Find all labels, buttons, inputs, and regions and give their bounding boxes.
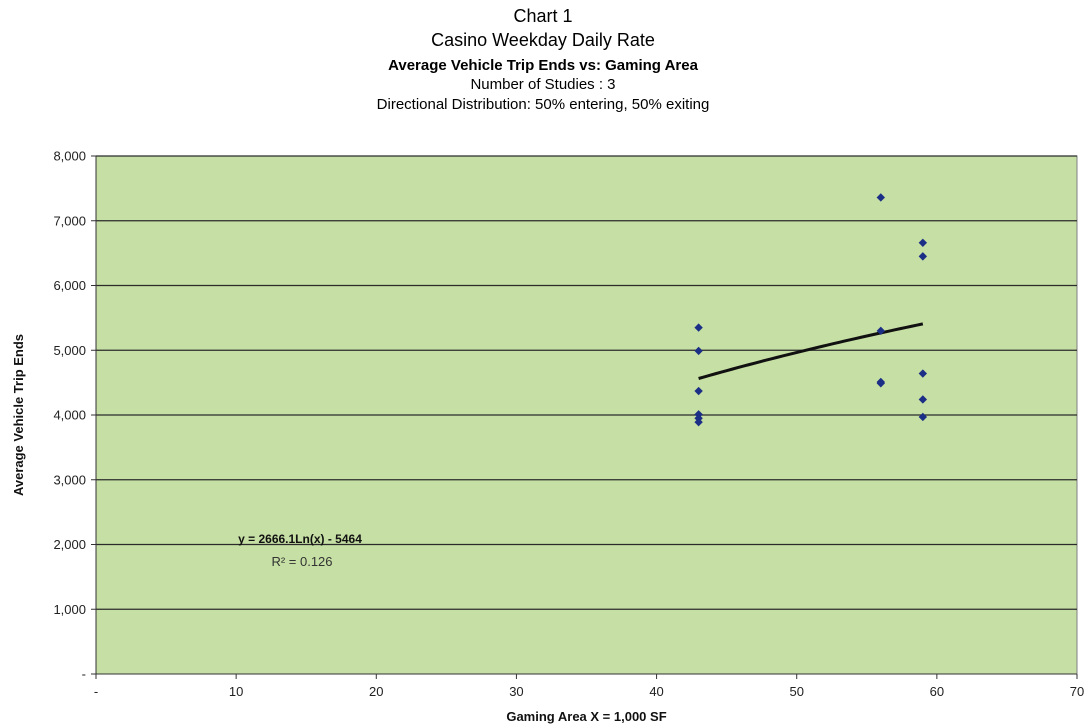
data-point — [876, 326, 885, 336]
data-point — [694, 417, 703, 427]
data-point — [694, 323, 703, 332]
trendline — [698, 322, 924, 380]
x-tick-label: 50 — [789, 684, 803, 699]
x-tick-label: 40 — [649, 684, 663, 699]
y-tick-label: 4,000 — [53, 408, 86, 423]
chart-title-number: Chart 1 — [513, 6, 573, 26]
x-axis-title: Gaming Area X = 1,000 SF — [506, 709, 666, 724]
y-tick-label: 2,000 — [53, 537, 86, 552]
data-point — [918, 395, 928, 404]
x-tick-label: 30 — [509, 684, 523, 699]
data-point — [876, 193, 885, 202]
y-tick-label: 5,000 — [53, 343, 86, 358]
trendline-equation: y = 2666.1Ln(x) - 5464 — [238, 532, 362, 546]
data-point — [918, 238, 928, 247]
x-tick-label: - — [94, 684, 98, 699]
chart-title: Casino Weekday Daily Rate — [431, 30, 655, 50]
chart-subtitle: Average Vehicle Trip Ends vs: Gaming Are… — [388, 57, 698, 74]
y-tick-label: 8,000 — [53, 149, 86, 164]
x-tick-label: 20 — [369, 684, 383, 699]
y-tick-label: 7,000 — [53, 213, 86, 228]
gridlines — [96, 155, 1077, 610]
y-tick-label: 1,000 — [53, 602, 86, 617]
data-point — [694, 346, 703, 356]
data-point — [918, 412, 928, 422]
y-tick-label: - — [82, 667, 86, 682]
y-axis-ticks: - 1,000 2,000 3,000 4,000 5,000 6,000 7,000 8,00… — [53, 149, 96, 682]
x-tick-label: 70 — [1070, 684, 1084, 699]
x-tick-label: 60 — [930, 684, 944, 699]
y-tick-label: 6,000 — [53, 278, 86, 293]
data-points — [694, 193, 928, 427]
trendline-r-squared: R² = 0.126 — [271, 554, 332, 569]
data-point — [918, 252, 928, 261]
trendline-group — [698, 322, 924, 380]
directional-distribution-label: Directional Distribution: 50% entering, … — [376, 96, 710, 113]
x-axis-ticks: - 10 20 30 40 50 60 70 — [94, 674, 1084, 699]
y-axis-title: Average Vehicle Trip Ends — [11, 334, 26, 496]
number-of-studies-label: Number of Studies : 3 — [470, 76, 616, 93]
data-point — [918, 369, 928, 378]
data-point — [876, 379, 885, 388]
y-tick-label: 3,000 — [53, 472, 86, 487]
data-point — [694, 386, 703, 396]
x-tick-label: 10 — [229, 684, 243, 699]
